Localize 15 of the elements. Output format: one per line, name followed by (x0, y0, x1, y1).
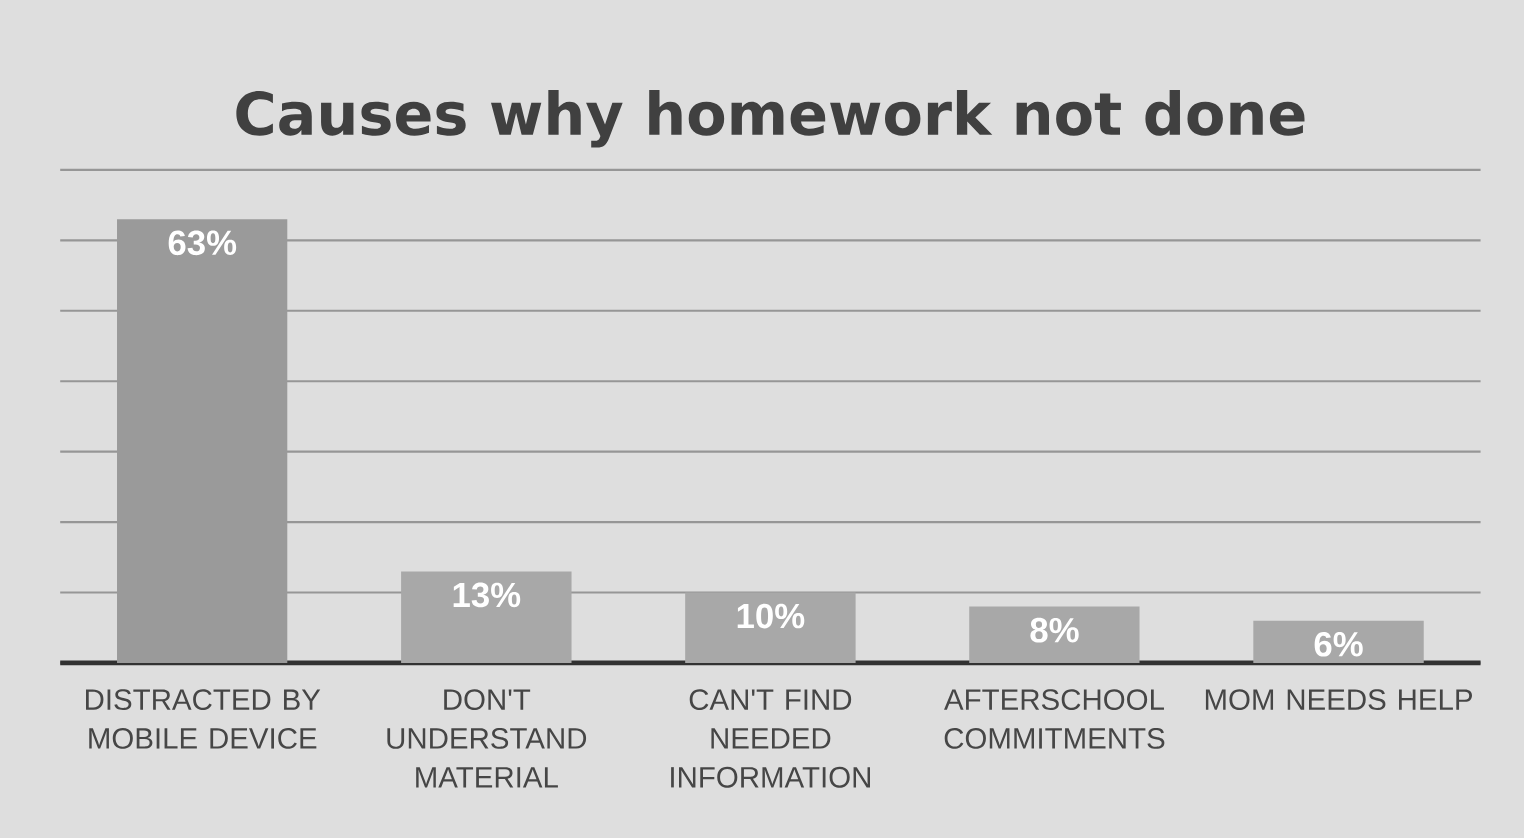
x-tick-label: DISTRACTED BY MOBILE DEVICE (86, 689, 321, 749)
x-tick-label: AFTERSCHOOL COMMITMENTS (944, 689, 1165, 749)
x-tick-label: CAN'T FIND NEEDED INFORMATION (671, 689, 870, 788)
data-label: 6% (1314, 631, 1363, 657)
bar (1253, 620, 1424, 663)
data-label: 8% (1030, 617, 1079, 643)
bar (969, 606, 1140, 663)
x-tick-label: MOM NEEDS HELP (1205, 689, 1472, 710)
data-label: 10% (737, 603, 805, 629)
data-label: 63% (168, 230, 237, 256)
bar (401, 571, 572, 663)
chart-title: Causes why homework not done (236, 89, 1305, 148)
bar (685, 592, 856, 663)
x-tick-label: DON'T UNDERSTAND MATERIAL (387, 689, 587, 788)
data-label: 13% (453, 582, 521, 608)
